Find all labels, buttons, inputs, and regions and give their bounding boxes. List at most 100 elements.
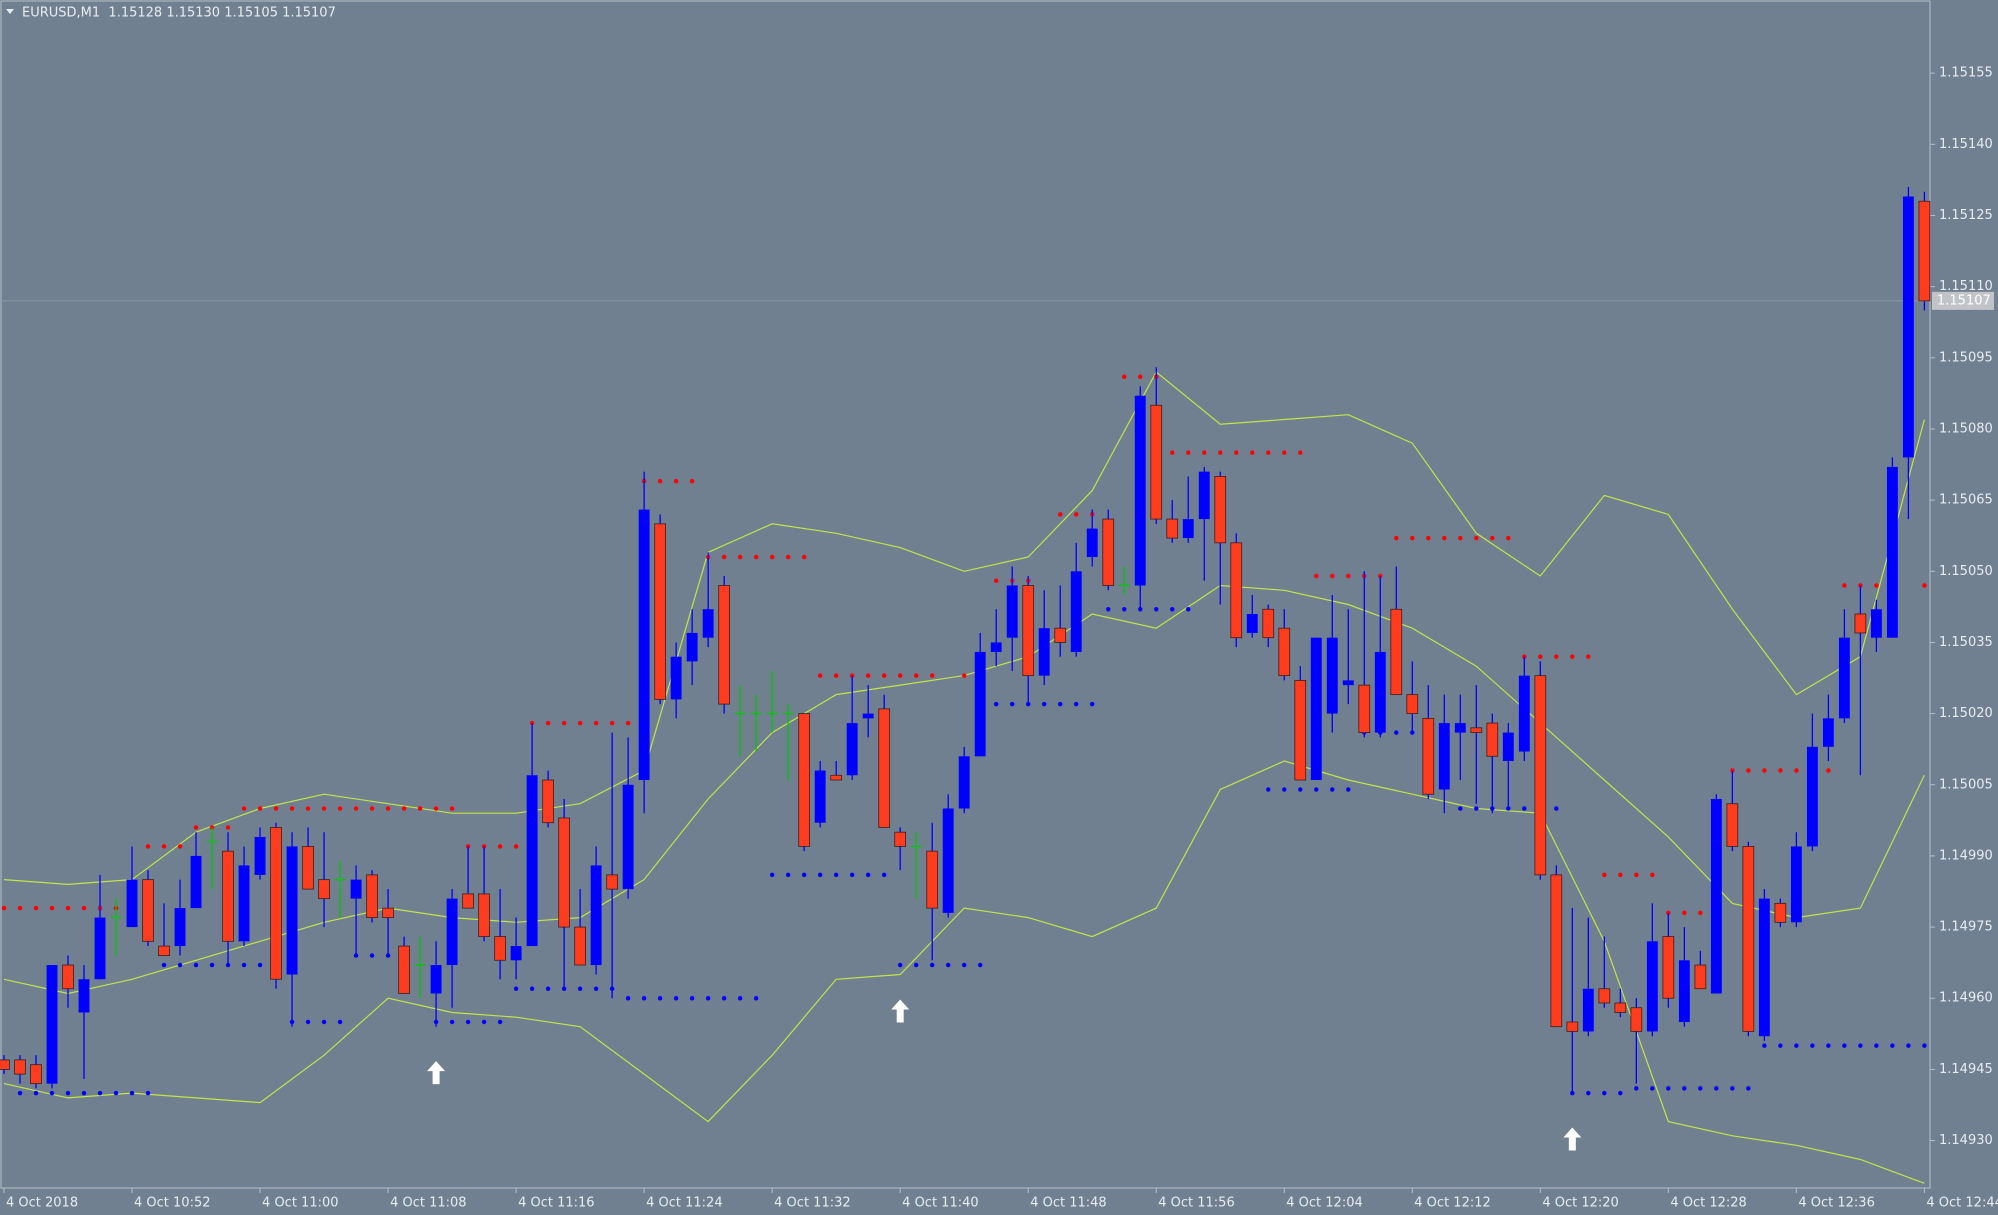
candle-body — [1294, 679, 1307, 781]
candle-body — [1358, 684, 1371, 733]
y-tick-label: 1.15080 — [1939, 421, 1993, 436]
candle-body — [222, 850, 234, 942]
candle-body — [1438, 723, 1450, 790]
candle-body — [814, 770, 826, 823]
candle-body — [1662, 936, 1675, 999]
candle-body — [638, 509, 650, 781]
x-tick-label: 4 Oct 11:32 — [774, 1196, 850, 1211]
candle-body — [46, 965, 58, 1084]
candle-body — [942, 808, 954, 913]
y-tick-label: 1.15065 — [1939, 493, 1993, 508]
candle-body — [558, 817, 570, 928]
candle-body — [382, 907, 394, 918]
candle-body — [1774, 902, 1787, 923]
candle-body — [1038, 628, 1050, 676]
candle-body — [318, 879, 330, 900]
candle-body — [1726, 803, 1739, 847]
candle-body — [1566, 1021, 1579, 1032]
candle-body — [1918, 200, 1931, 302]
candle-body — [1262, 608, 1275, 639]
y-tick-label: 1.15050 — [1939, 564, 1993, 579]
candle-body — [542, 779, 554, 824]
candle-body — [1054, 627, 1067, 643]
candle-body — [1518, 675, 1530, 752]
candle-body — [1854, 613, 1867, 634]
candle-body — [958, 756, 970, 809]
candle-body — [1374, 651, 1386, 733]
candle-body — [158, 945, 170, 956]
y-tick-label: 1.15140 — [1939, 137, 1993, 152]
candle-body — [862, 713, 874, 719]
candle-body — [670, 656, 682, 700]
candle-body — [62, 964, 74, 990]
candle-body — [0, 1059, 10, 1070]
candle-body — [350, 879, 362, 899]
candle-body — [142, 879, 154, 942]
candle-body — [1678, 960, 1690, 1022]
candle-body — [1022, 585, 1035, 677]
candle-body — [78, 979, 90, 1013]
candle-body — [1086, 528, 1098, 558]
x-tick-label: 4 Oct 12:12 — [1414, 1196, 1490, 1211]
candle-body — [494, 936, 506, 961]
candle-body — [1550, 874, 1563, 1028]
signal-arrow — [427, 1061, 446, 1085]
candle-body — [702, 609, 714, 638]
candle-body — [622, 784, 634, 890]
x-tick-label: 4 Oct 12:04 — [1286, 1196, 1362, 1211]
candle-body — [174, 908, 186, 947]
y-tick-label: 1.15155 — [1939, 66, 1993, 81]
candle-body — [398, 945, 410, 994]
candle-body — [718, 585, 730, 705]
candle-body — [1582, 988, 1594, 1032]
header: EURUSD,M1 1.15128 1.15130 1.15105 1.1510… — [22, 6, 336, 21]
candle-body — [1470, 727, 1483, 733]
x-tick-label: 4 Oct 10:52 — [134, 1196, 210, 1211]
signal-arrow — [891, 999, 910, 1023]
candle-body — [302, 846, 314, 890]
x-tick-label: 4 Oct 11:08 — [390, 1196, 466, 1211]
candle-body — [526, 775, 538, 947]
plot-frame — [0, 0, 1931, 1189]
candle-body — [430, 965, 442, 994]
x-tick-label: 4 Oct 11:00 — [262, 1196, 338, 1211]
y-tick-label: 1.15110 — [1939, 279, 1993, 294]
candle-body — [1502, 732, 1514, 762]
candle-body — [446, 898, 458, 966]
candle-body — [1006, 585, 1018, 638]
candle-body — [686, 632, 698, 662]
candle-body — [1486, 722, 1499, 757]
candle-body — [1422, 717, 1435, 795]
candle-body — [254, 836, 266, 875]
y-tick-label: 1.15125 — [1939, 208, 1993, 223]
x-tick-label: 4 Oct 11:56 — [1158, 1196, 1234, 1211]
candle-body — [1598, 988, 1611, 1004]
y-tick-label: 1.15035 — [1939, 635, 1993, 650]
candle-body — [14, 1059, 26, 1075]
candle-body — [1838, 637, 1850, 719]
y-tick-label: 1.15005 — [1939, 777, 1993, 792]
candle-body — [478, 893, 490, 937]
candle-body — [126, 879, 138, 928]
candle-body — [1214, 475, 1227, 544]
candle-body — [1278, 627, 1291, 677]
last-price-label: 1.15107 — [1937, 293, 1991, 308]
candle-body — [1806, 746, 1818, 847]
candle-body — [238, 865, 250, 942]
candle-body — [270, 827, 282, 980]
x-tick-label: 4 Oct 11:24 — [646, 1196, 722, 1211]
candle-body — [1070, 571, 1082, 652]
candle-body — [1870, 609, 1882, 638]
candle-body — [1902, 196, 1914, 458]
candle-body — [1758, 898, 1770, 1037]
candle-body — [1310, 637, 1322, 781]
candle-body — [94, 917, 106, 980]
candle-body — [1342, 680, 1354, 686]
candle-body — [1742, 846, 1755, 1032]
y-tick-label: 1.15095 — [1939, 350, 1993, 365]
x-tick-label: 4 Oct 2018 — [6, 1196, 78, 1211]
candle-body — [1630, 1007, 1643, 1032]
menu-triangle[interactable] — [6, 9, 14, 14]
candle-body — [830, 774, 843, 781]
